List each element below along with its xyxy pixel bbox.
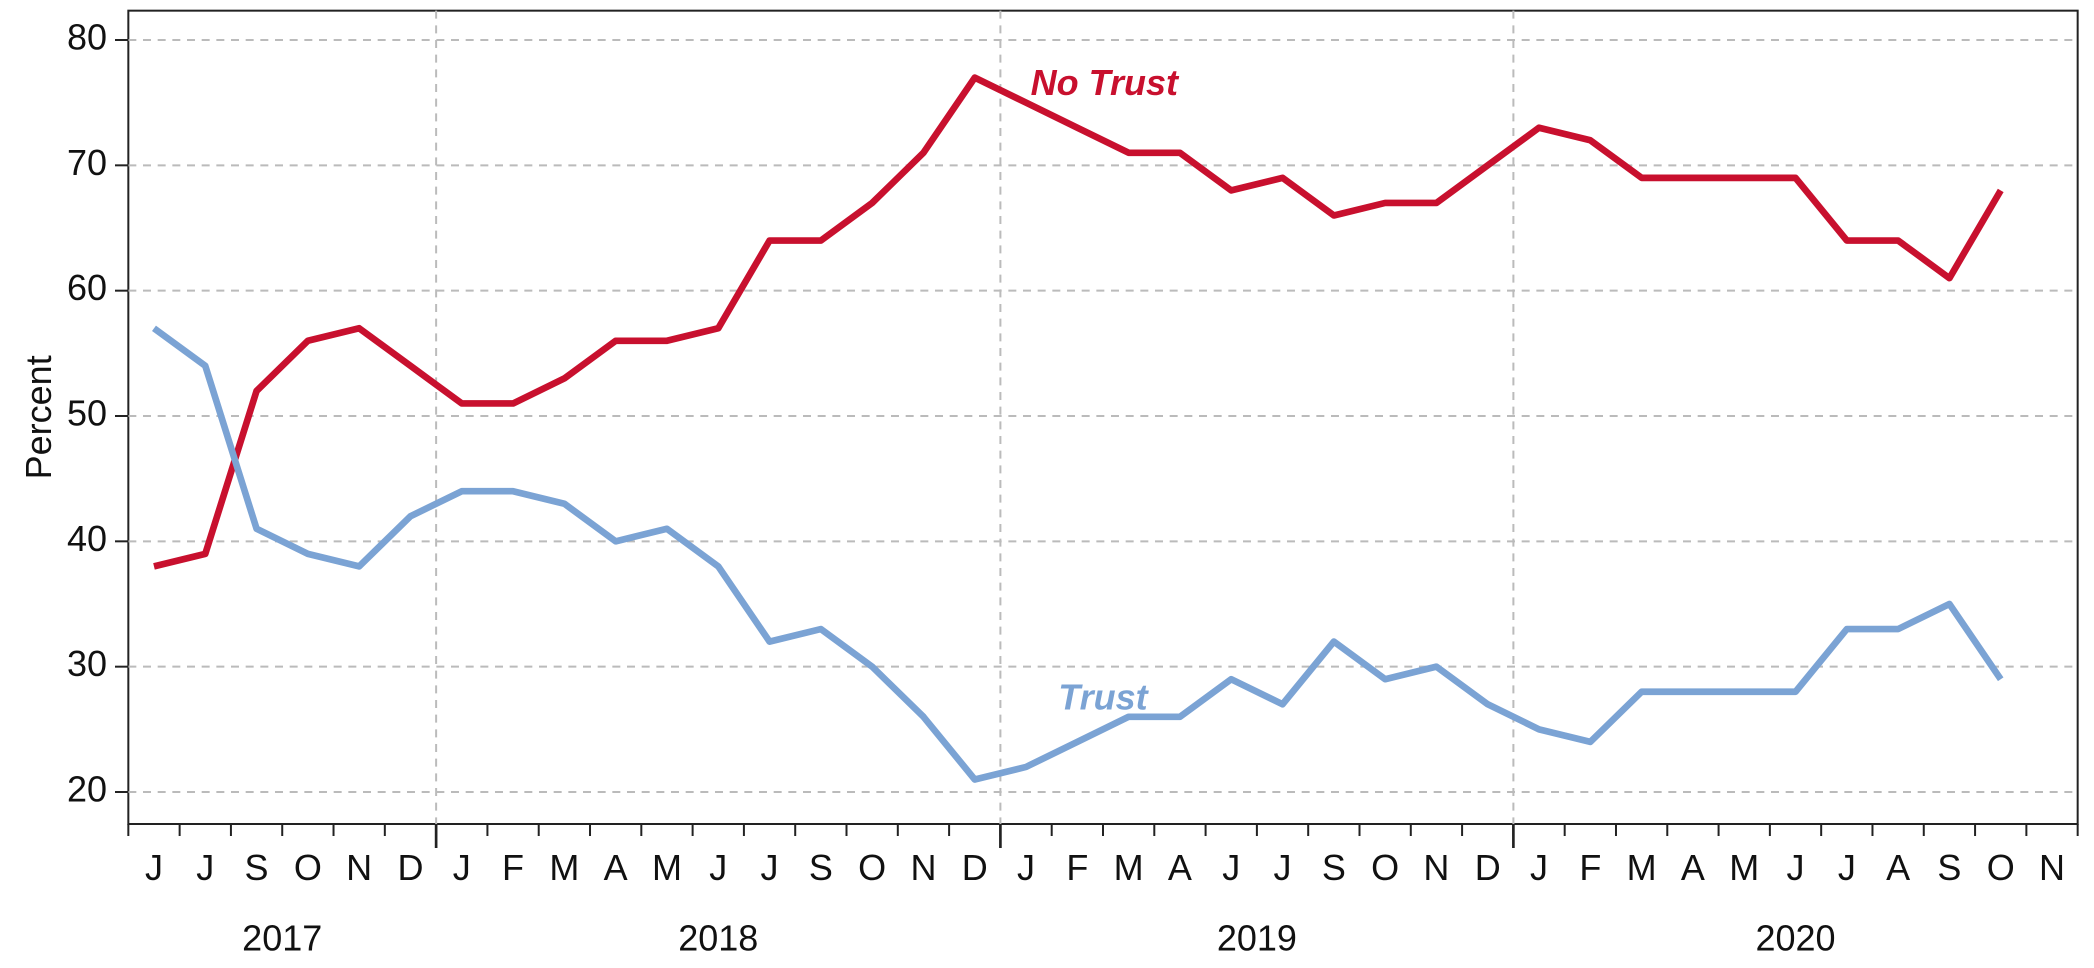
year-label: 2017 — [242, 918, 322, 959]
x-tick-label: A — [604, 847, 628, 888]
x-tick-label: J — [1787, 847, 1805, 888]
y-tick-label: 30 — [67, 643, 107, 684]
year-label: 2019 — [1217, 918, 1297, 959]
x-tick-label: N — [910, 847, 936, 888]
x-tick-label: A — [1681, 847, 1705, 888]
x-tick-label: J — [1017, 847, 1035, 888]
x-tick-label: O — [858, 847, 886, 888]
x-tick-label: D — [962, 847, 988, 888]
x-tick-label: F — [1066, 847, 1088, 888]
x-tick-label: N — [346, 847, 372, 888]
series-line — [152, 325, 2004, 783]
x-tick-label: F — [502, 847, 524, 888]
x-tick-label: O — [1371, 847, 1399, 888]
x-tick-label: O — [1987, 847, 2015, 888]
x-tick-label: M — [652, 847, 682, 888]
y-tick-label: 60 — [67, 267, 107, 308]
x-tick-label: J — [761, 847, 779, 888]
x-tick-label: A — [1886, 847, 1910, 888]
x-tick-label: M — [1729, 847, 1759, 888]
x-tick-label: M — [1114, 847, 1144, 888]
year-label: 2018 — [678, 918, 758, 959]
series-line — [153, 74, 2004, 570]
x-tick-label: N — [1423, 847, 1449, 888]
series-label: No Trust — [1031, 62, 1180, 103]
x-tick-label: S — [1937, 847, 1961, 888]
x-tick-label: J — [1274, 847, 1292, 888]
x-tick-label: S — [245, 847, 269, 888]
y-tick-label: 70 — [67, 142, 107, 183]
x-tick-label: J — [1222, 847, 1240, 888]
y-tick-label: 50 — [67, 393, 107, 434]
x-tick-label: M — [549, 847, 579, 888]
x-tick-label: N — [2039, 847, 2065, 888]
x-tick-label: J — [709, 847, 727, 888]
x-tick-label: D — [397, 847, 423, 888]
x-tick-label: S — [809, 847, 833, 888]
x-tick-label: F — [1579, 847, 1601, 888]
x-tick-label: J — [1530, 847, 1548, 888]
series-label: Trust — [1058, 677, 1149, 718]
x-tick-label: O — [294, 847, 322, 888]
y-tick-label: 80 — [67, 17, 107, 58]
x-tick-label: A — [1168, 847, 1192, 888]
x-tick-label: M — [1627, 847, 1657, 888]
y-tick-label: 20 — [67, 769, 107, 810]
x-tick-label: D — [1475, 847, 1501, 888]
y-tick-label: 40 — [67, 518, 107, 559]
x-tick-label: J — [1838, 847, 1856, 888]
y-axis-label: Percent — [18, 355, 59, 479]
x-tick-label: J — [453, 847, 471, 888]
x-tick-label: J — [196, 847, 214, 888]
year-label: 2020 — [1755, 918, 1835, 959]
x-tick-label: S — [1322, 847, 1346, 888]
x-tick-label: J — [145, 847, 163, 888]
